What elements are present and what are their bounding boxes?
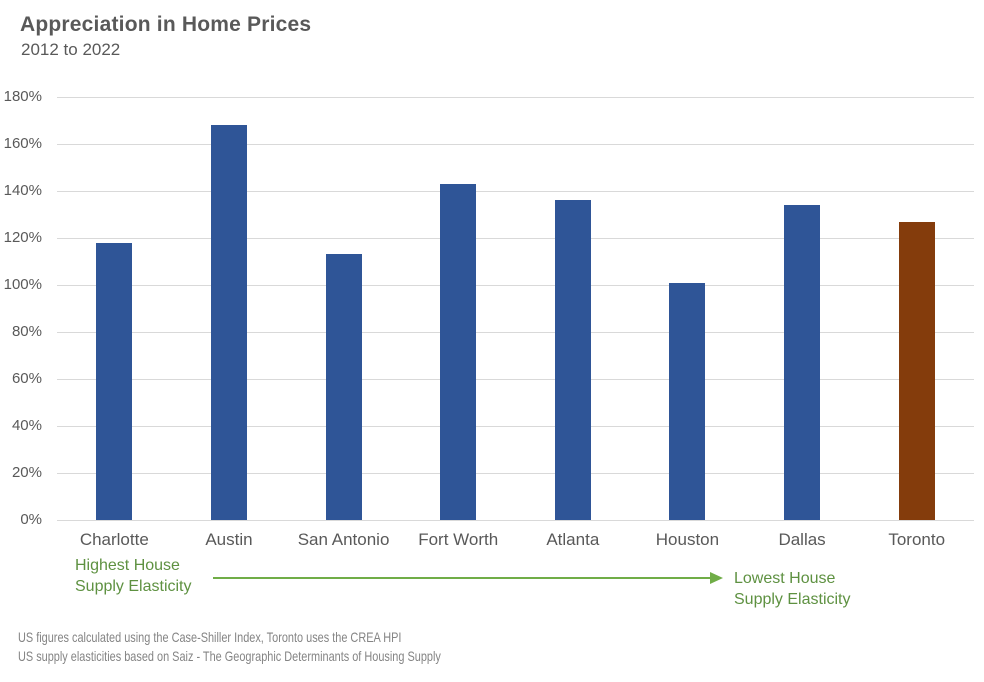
y-tick-label-160: 160% <box>3 135 42 152</box>
y-axis-labels: 0% 20% 40% 60% 80% 100% 120% 140% 160% 180% <box>0 0 42 682</box>
bar-toronto <box>898 221 935 520</box>
annotation-highest-line2: Supply Elasticity <box>75 578 192 595</box>
bar-charlotte <box>96 242 133 520</box>
bar-austin <box>210 125 247 520</box>
x-tick-label-fort-worth: Fort Worth <box>418 530 499 549</box>
footnote-sources: US figures calculated using the Case-Shi… <box>18 629 402 645</box>
gridline-120 <box>57 238 974 239</box>
gridline-180 <box>57 97 974 98</box>
footnote-elasticity-source: US supply elasticities based on Saiz - T… <box>18 648 441 664</box>
y-tick-label-100: 100% <box>3 276 42 293</box>
annotation-lowest-elasticity: Lowest House Supply Elasticity <box>734 568 851 610</box>
x-tick-label-san-antonio: San Antonio <box>297 530 390 549</box>
annotation-highest-line1: Highest House <box>75 557 180 574</box>
elasticity-arrow-shaft <box>213 577 710 579</box>
gridline-80 <box>57 332 974 333</box>
y-tick-label-60: 60% <box>11 370 42 387</box>
gridline-160 <box>57 144 974 145</box>
bar-houston <box>669 282 706 520</box>
gridline-20 <box>57 473 974 474</box>
annotation-lowest-line1: Lowest House <box>734 570 836 587</box>
y-tick-label-0: 0% <box>20 511 42 528</box>
gridline-60 <box>57 379 974 380</box>
y-tick-label-140: 140% <box>3 182 42 199</box>
x-axis-labels: Charlotte Austin San Antonio Fort Worth Atla… <box>57 530 974 552</box>
chart-title: Appreciation in Home Prices <box>20 13 312 36</box>
x-tick-label-toronto: Toronto <box>888 530 946 549</box>
chart-subtitle: 2012 to 2022 <box>21 40 121 59</box>
gridline-40 <box>57 426 974 427</box>
x-tick-label-houston: Houston <box>655 530 720 549</box>
bar-san-antonio <box>325 254 362 520</box>
gridline-140 <box>57 191 974 192</box>
footnotes: US figures calculated using the Case-Shi… <box>18 628 441 666</box>
annotation-highest-elasticity: Highest House Supply Elasticity <box>75 555 192 597</box>
x-tick-label-dallas: Dallas <box>778 530 826 549</box>
x-tick-label-austin: Austin <box>205 530 253 549</box>
gridline-100 <box>57 285 974 286</box>
annotation-lowest-line2: Supply Elasticity <box>734 591 851 608</box>
y-tick-label-180: 180% <box>3 88 42 105</box>
plot-area <box>57 97 974 521</box>
x-tick-label-atlanta: Atlanta <box>546 530 600 549</box>
x-tick-label-charlotte: Charlotte <box>79 530 149 549</box>
bar-fort-worth <box>440 183 477 520</box>
bar-atlanta <box>554 200 591 520</box>
x-axis-line <box>57 520 974 521</box>
y-tick-label-120: 120% <box>3 229 42 246</box>
y-tick-label-40: 40% <box>11 417 42 434</box>
bar-dallas <box>784 205 821 520</box>
y-tick-label-20: 20% <box>11 464 42 481</box>
elasticity-arrow-head-icon <box>710 572 723 584</box>
y-tick-label-80: 80% <box>11 323 42 340</box>
